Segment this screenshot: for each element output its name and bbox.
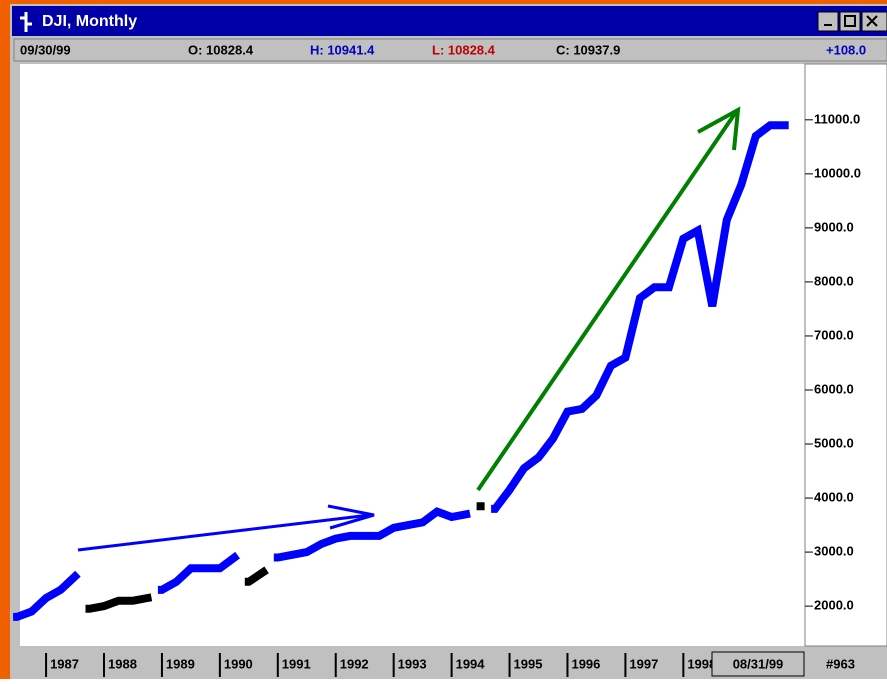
close-button[interactable] — [861, 11, 887, 32]
title-bar — [12, 6, 887, 36]
x-tick-label: 1995 — [514, 656, 543, 671]
info-bar — [13, 38, 887, 62]
y-tick-label: 10000.0 — [814, 165, 861, 180]
blue-trend-arrow — [77, 513, 371, 552]
y-tick-label: 8000.0 — [814, 273, 854, 288]
x-tick-label: 1991 — [282, 656, 311, 671]
plot-area — [20, 64, 805, 646]
price-line — [13, 121, 789, 621]
green-trend-arrow — [476, 110, 738, 492]
blue-arrowhead — [327, 504, 375, 530]
info-low: L: 10828.4 — [432, 42, 496, 57]
info-open: O: 10828.4 — [188, 42, 254, 57]
minimize-icon — [824, 24, 832, 26]
x-tick-label: 1996 — [571, 656, 600, 671]
y-tick-label: 11000.0 — [814, 111, 860, 126]
y-tick-label: 2000.0 — [814, 598, 854, 613]
close-icon — [866, 15, 878, 27]
plot — [13, 121, 789, 621]
info-high: H: 10941.4 — [310, 42, 375, 57]
status-date: 08/31/99 — [733, 656, 784, 671]
y-tick-label: 5000.0 — [814, 435, 854, 450]
x-tick-label: 1994 — [456, 656, 486, 671]
info-change: +108.0 — [826, 42, 866, 57]
x-tick-label: 1989 — [166, 656, 195, 671]
x-tick-label: 1990 — [224, 656, 253, 671]
y-tick-label: 9000.0 — [814, 219, 854, 234]
price-line — [85, 502, 485, 613]
x-tick-label: 1988 — [108, 656, 137, 671]
info-close: C: 10937.9 — [556, 42, 620, 57]
y-tick-label: 4000.0 — [814, 489, 854, 504]
y-tick-label: 7000.0 — [814, 327, 854, 342]
status-date-box — [711, 651, 805, 677]
y-tick-label: 3000.0 — [814, 544, 854, 559]
x-tick-label: 1998 — [687, 656, 716, 671]
x-tick-label: 1993 — [398, 656, 427, 671]
x-tick-label: 1997 — [629, 656, 658, 671]
x-tick-label: 1992 — [340, 656, 369, 671]
green-arrowhead — [697, 106, 741, 151]
app-icon — [20, 12, 32, 32]
x-tick-label: 1987 — [50, 656, 79, 671]
maximize-icon — [844, 15, 856, 27]
window-title: DJI, Monthly — [42, 13, 137, 30]
window-buttons[interactable] — [817, 11, 887, 32]
y-tick-label: 6000.0 — [814, 381, 854, 396]
price-axis — [804, 63, 887, 647]
status-bar-number: #963 — [826, 656, 855, 671]
minimize-button[interactable] — [817, 11, 839, 32]
maximize-button[interactable] — [839, 11, 861, 32]
info-date: 09/30/99 — [20, 42, 71, 57]
year-scale: 1987 1988 1989 1990 1991 1992 1993 1994 1995 1996… — [45, 653, 716, 677]
